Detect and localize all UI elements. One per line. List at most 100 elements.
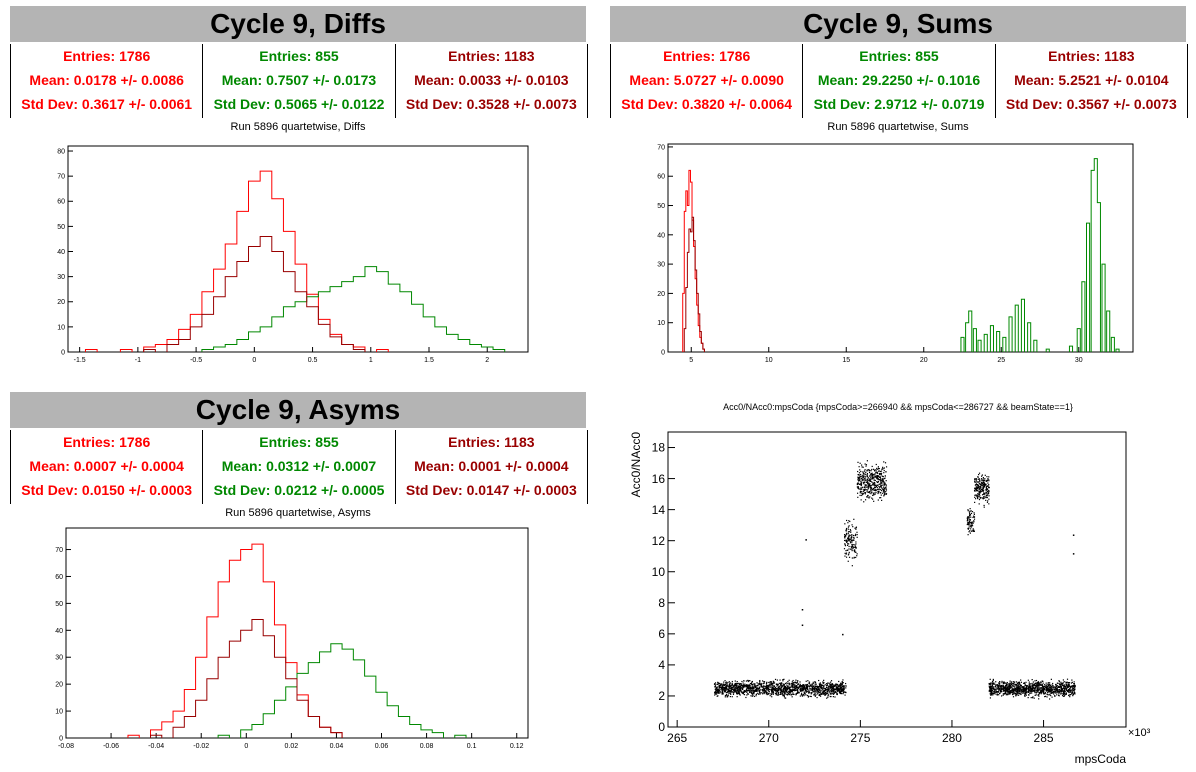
scatter-point [814, 695, 816, 697]
scatter-point [973, 516, 976, 518]
scatter-point [987, 500, 989, 502]
scatter-point [806, 688, 808, 690]
scatter-point [790, 690, 792, 692]
scatter-point [765, 692, 767, 694]
scatter-point [839, 690, 841, 692]
scatter-point [1046, 686, 1048, 689]
scatter-point [822, 688, 824, 691]
scatter-point [1050, 688, 1053, 690]
scatter-point [752, 684, 754, 686]
plot-frame [667, 143, 1134, 353]
scatter-point [872, 494, 874, 497]
scatter-point [758, 693, 761, 695]
scatter-point [985, 480, 987, 482]
scatter-point [1032, 687, 1034, 689]
scatter-point [1042, 689, 1045, 691]
scatter-point [1074, 691, 1076, 694]
histogram-series [84, 170, 389, 352]
scatter-point [805, 685, 808, 687]
scatter-point [767, 692, 770, 695]
scatter-point [1036, 690, 1038, 692]
scatter-point [1071, 691, 1073, 694]
scatter-point [797, 690, 799, 692]
scatter-point [741, 680, 743, 683]
scatter-point [762, 686, 764, 689]
scatter-point [1067, 686, 1069, 688]
scatter-point [864, 487, 866, 489]
scatter-point [792, 686, 794, 688]
scatter-point [829, 695, 831, 698]
scatter-point [801, 685, 804, 687]
scatter-point [1074, 685, 1076, 688]
scatter-point [1069, 685, 1071, 688]
scatter-point [883, 495, 885, 497]
scatter-point [874, 484, 876, 486]
scatter-point [783, 683, 785, 686]
scatter-point [1040, 690, 1042, 692]
scatter-point [819, 684, 821, 686]
scatter-point [1049, 686, 1051, 688]
scatter-point [865, 479, 867, 481]
scatter-point [1005, 692, 1007, 695]
scatter-point [1073, 692, 1075, 695]
scatter-point [737, 687, 739, 689]
scatter-point [859, 477, 861, 479]
scatter-point [995, 687, 997, 689]
scatter-point [823, 689, 825, 692]
scatter-point [1038, 682, 1040, 684]
scatter-point [1027, 691, 1030, 694]
scatter-point [1036, 690, 1039, 692]
scatter-point [1030, 689, 1032, 691]
scatter-point [1031, 684, 1034, 686]
scatter-point [1031, 687, 1033, 689]
scatter-point [1033, 685, 1035, 687]
scatter-point [982, 493, 985, 495]
scatter-point [861, 488, 863, 490]
scatter-point [844, 685, 846, 687]
scatter-point [818, 691, 820, 693]
scatter-point [856, 483, 858, 485]
scatter-point [1024, 693, 1026, 695]
scatter-point [781, 690, 783, 692]
stats-col: Entries: 855 Mean: 29.2250 +/- 0.1016 St… [803, 44, 996, 118]
scatter-point [867, 486, 869, 488]
scatter-point [822, 681, 824, 683]
scatter-point [1061, 694, 1064, 697]
scatter-point [1065, 688, 1067, 690]
scatter-point [800, 687, 803, 689]
scatter-point [749, 688, 751, 690]
scatter-point [727, 694, 730, 696]
scatter-point [800, 690, 802, 692]
scatter-point [1029, 686, 1031, 688]
scatter-point [1021, 686, 1023, 688]
scatter-point [747, 687, 750, 690]
stats-col: Entries: 855 Mean: 0.7507 +/- 0.0173 Std… [203, 44, 396, 118]
scatter-point [874, 473, 876, 475]
scatter-point [1008, 684, 1010, 686]
scatter-point [984, 483, 987, 485]
scatter-point [737, 688, 739, 690]
scatter-point [969, 518, 971, 521]
scatter-point [836, 687, 839, 689]
scatter-point [828, 685, 830, 687]
scatter-point [780, 689, 782, 691]
scatter-point [1012, 683, 1015, 685]
scatter-point [863, 472, 865, 474]
scatter-point [992, 694, 994, 696]
scatter-point [1048, 683, 1051, 686]
scatter-point [728, 681, 730, 683]
scatter-point [1049, 690, 1051, 692]
scatter-point [746, 686, 749, 688]
scatter-point [884, 475, 886, 477]
scatter-point [1017, 689, 1019, 691]
scatter-point [713, 683, 716, 685]
scatter-point [722, 685, 724, 687]
scatter-point [747, 693, 749, 695]
scatter-point [881, 468, 884, 470]
scatter-point [853, 539, 855, 541]
scatter-point [738, 691, 741, 693]
scatter-point [800, 692, 803, 694]
scatter-point [856, 531, 858, 533]
scatter-point [971, 525, 974, 527]
scatter-point [1008, 693, 1010, 695]
